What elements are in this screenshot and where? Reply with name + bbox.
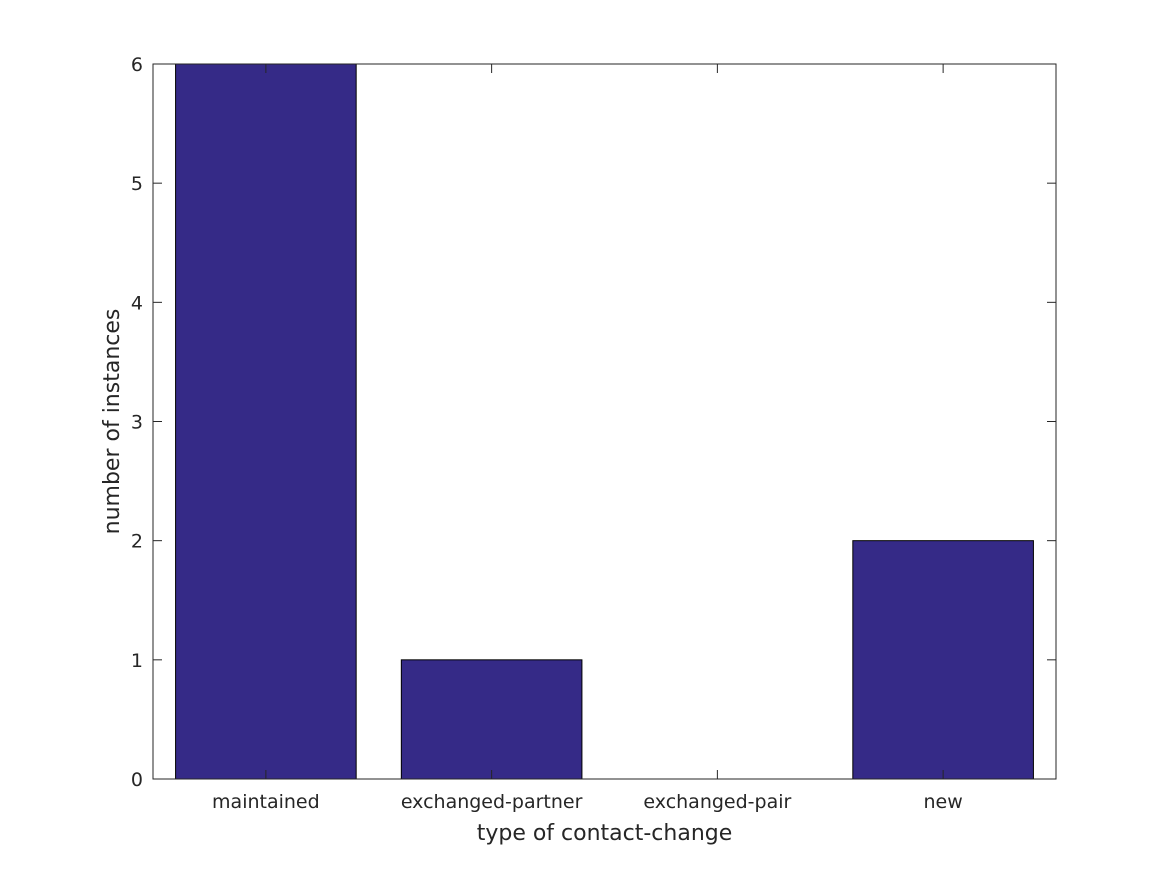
bar-exchanged-partner [400, 659, 583, 780]
y-tick-label-6: 6 [131, 54, 143, 76]
axis-ticks-group: 0 1 2 3 4 5 6 maintained exchanged-partner exchan… [131, 54, 1056, 813]
y-tick-label-5: 5 [131, 173, 143, 195]
y-tick-label-2: 2 [131, 531, 143, 553]
x-tick-label-exchanged-pair: exchanged-pair [643, 791, 791, 813]
y-tick-label-1: 1 [131, 650, 143, 672]
y-tick-label-3: 3 [131, 412, 143, 434]
bar-new [852, 540, 1034, 780]
bars-group [175, 63, 1034, 780]
y-axis-label: number of instances [100, 309, 125, 535]
x-tick-label-maintained: maintained [212, 791, 320, 813]
x-tick-label-exchanged-partner: exchanged-partner [401, 791, 583, 813]
y-tick-label-0: 0 [131, 769, 143, 791]
y-tick-label-4: 4 [131, 292, 143, 314]
bar-maintained [175, 63, 357, 780]
x-tick-label-new: new [923, 791, 962, 813]
x-axis-label: type of contact-change [477, 821, 733, 846]
